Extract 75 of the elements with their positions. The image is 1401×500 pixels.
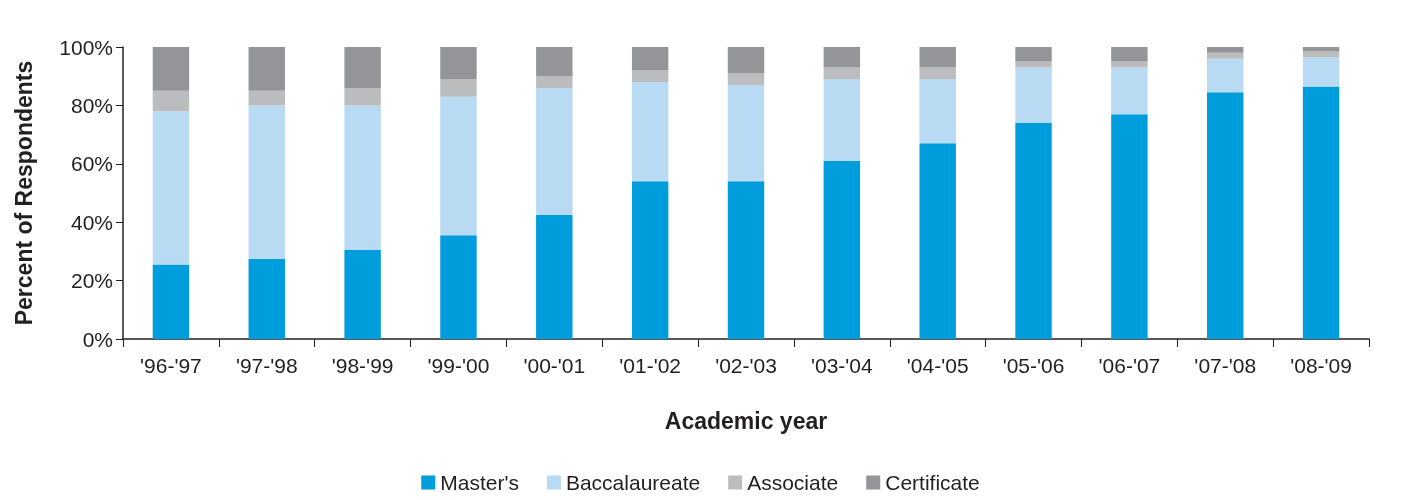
bar [1111,67,1148,115]
y-tick-label: 80% [70,93,113,117]
bar [536,87,573,215]
bar [1015,47,1052,62]
bar [536,214,573,339]
bar [1111,47,1148,62]
bar [1015,67,1052,123]
bar [344,87,381,106]
bar [1302,86,1340,339]
legend-label: Certificate [885,471,980,494]
y-tick-label: 0% [82,327,113,351]
bar [823,67,861,80]
bar [1207,52,1244,59]
bar [823,47,861,68]
y-tick-label: 20% [70,269,113,293]
x-tick-label: '00-'01 [523,354,586,377]
x-tick-label: '07-'08 [1194,354,1257,377]
bar [1302,47,1340,52]
y-tick-label: 40% [70,210,113,234]
bar [727,47,765,74]
bar [823,79,861,161]
legend-label: Baccalaureate [565,471,701,494]
bar [248,258,285,339]
bar [1207,92,1244,339]
bar [344,105,381,250]
bar [536,47,573,77]
x-tick-label: '04-'05 [906,354,969,377]
x-tick-label: '06-'07 [1098,354,1161,377]
bar [440,79,477,97]
x-tick-label: '97-'98 [235,354,298,377]
y-axis-title: Percent of Respondents [10,60,37,326]
bar [152,47,190,91]
bar [1207,58,1244,93]
bar [1302,51,1340,58]
bar [1111,114,1148,339]
bar [344,249,381,339]
x-axis-title: Academic year [664,407,828,434]
bar [152,90,190,112]
y-tick-label: 100% [59,35,113,59]
bar [440,235,477,339]
bar [919,67,956,80]
bar [631,82,669,182]
bar [631,47,669,71]
x-tick-label: '96-'97 [140,354,202,377]
y-tick-label: 60% [70,152,113,176]
legend-label: Master's [440,471,519,494]
bar [248,90,285,106]
x-tick-label: '03-'04 [810,354,874,377]
bar [1015,122,1052,339]
x-tick-label: '02-'03 [715,354,777,377]
bar [919,79,956,144]
bar [919,47,956,68]
x-tick-label: '01-'02 [619,354,682,377]
bar [727,84,765,182]
x-tick-label: '98-'99 [331,354,394,377]
bar [823,160,861,339]
bar [727,181,765,339]
bar [344,47,381,88]
x-tick-label: '99-'00 [427,354,490,377]
x-tick-label: '05-'06 [1002,354,1065,377]
bar [248,105,285,259]
legend-label: Associate [747,471,839,494]
bar [536,76,573,88]
bar [152,264,190,339]
bar [631,70,669,83]
bar [440,96,477,236]
x-tick-label: '08-'09 [1290,354,1352,377]
bar [248,47,285,91]
bar [152,111,190,265]
bar [1302,57,1340,87]
bar [1207,47,1244,53]
bar [919,143,956,339]
bar [631,181,669,339]
bar [727,73,765,85]
bar [440,47,477,80]
